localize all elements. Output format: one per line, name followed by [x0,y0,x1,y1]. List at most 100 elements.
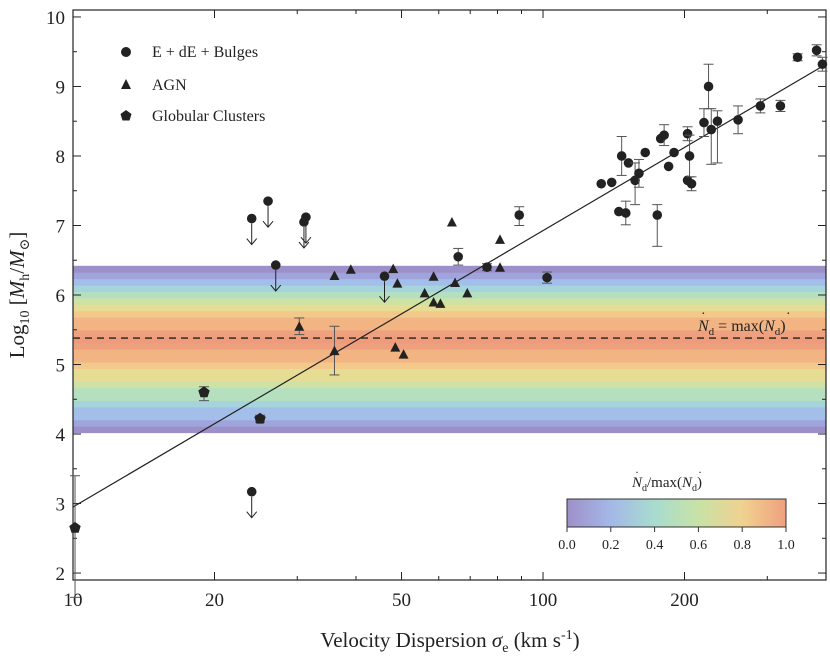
colorbar-gradient [566,498,787,528]
band-strip [73,374,826,382]
x-axis-title: Velocity Dispersion σe (km s-1) [320,628,579,656]
data-point-circle [596,178,607,189]
upper-limit-point [246,213,257,224]
data-point-triangle [329,345,340,356]
upper-limit-point [270,260,281,270]
data-point-circle [616,151,627,161]
color-band [73,265,826,434]
data-point-circle [652,210,663,220]
data-point-circle [663,161,674,172]
data-point-circle [682,128,693,139]
data-point-circle [634,168,644,179]
colorbar: Nd/max(Nd) · · 0.0 0.2 0.4 0.6 0.8 1.0 [558,465,795,553]
legend-label-ellipticals: E + dE + Bulges [152,44,258,61]
band-strip [73,387,826,395]
data-point-circle [542,272,552,283]
data-point-circle [686,178,697,189]
colorbar-tick-label: 0.2 [602,538,620,553]
band-strip [73,406,826,414]
data-point-triangle [398,349,409,359]
data-point-circle [733,115,743,125]
data-point-triangle [435,298,446,308]
data-point-triangle [294,321,305,331]
ndot-2: · [786,307,791,322]
upper-limit-arrowhead [262,220,274,228]
x-tick-label: 50 [392,590,411,611]
upper-limit-arrowhead [300,236,312,244]
upper-limit-arrowhead [246,238,258,246]
data-point-circle [775,101,786,111]
band-strip [73,355,826,363]
data-point-circle [453,251,464,262]
y-tick-label: 10 [46,8,65,29]
y-axis-title: Log10 [Mh/M⊙] [5,232,33,359]
x-tick-label: 10 [64,590,83,611]
upper-limit-arrowhead [298,241,310,249]
dashed-line-label: Nd = max(Nd) [697,318,786,338]
band-strip [73,426,826,434]
data-point-circle [623,158,634,168]
colorbar-tick-label: 0.0 [558,538,576,553]
cbar-dot-1: · [635,465,639,479]
data-point-circle [712,116,723,127]
data-point-triangle [446,217,457,227]
data-point-triangle [390,342,401,352]
data-point-circle [606,177,617,188]
band-strip [73,342,826,350]
data-point-pentagon [69,521,81,533]
ndot-1: · [701,307,706,322]
cbar-dot-2: · [698,465,702,479]
upper-limit-point [379,271,390,282]
y-tick-label: 3 [56,495,66,516]
data-point-circle [792,52,803,63]
band-strip [73,291,826,299]
data-point-triangle [345,264,356,274]
upper-limit-arrowhead [270,284,282,292]
band-strip [73,310,826,318]
upper-limit-point [246,486,257,497]
upper-limit-point [301,212,311,222]
band-strip [73,381,826,389]
data-point-circle [755,101,766,111]
data-point-circle [669,147,679,158]
colorbar-tick-label: 0.4 [646,538,664,553]
x-tick-label: 100 [529,590,558,611]
band-strip [73,368,826,376]
band-strip [73,349,826,357]
data-point-circle [699,117,709,128]
band-strip [73,336,826,344]
data-point-circle [482,262,492,272]
fit-line [72,63,827,508]
band-strip [73,329,826,337]
data-point-triangle [450,277,461,287]
legend-label-agn: AGN [152,77,187,94]
data-point-triangle [462,287,473,298]
data-point-circle [703,81,714,92]
data-point-circle [640,147,651,158]
data-point-triangle [428,271,439,281]
data-point-circle [706,124,717,135]
band-strip [73,285,826,292]
y-tick-label: 8 [56,147,66,168]
legend-marker-pentagon [120,110,132,121]
band-strip [73,323,826,331]
data-point-triangle [495,262,506,272]
upper-limit-point [263,196,273,206]
band-strip [73,297,826,305]
data-point-triangle [419,287,430,298]
legend-label-globular: Globular Clusters [152,108,265,125]
y-tick-label: 6 [56,286,66,307]
band-strip [73,278,826,286]
band-strip [73,419,826,427]
data-point-circle [684,151,695,161]
x-tick-label: 200 [670,590,699,611]
legend: E + dE + Bulges AGN Globular Clusters [120,44,265,125]
band-strip [73,362,826,369]
colorbar-title: Nd/max(Nd) [631,475,702,494]
band-strip [73,317,826,325]
colorbar-tick-label: 0.6 [690,538,708,553]
upper-limit-arrowhead [246,511,258,519]
data-point-circle [620,208,631,218]
band-strip [73,400,826,408]
